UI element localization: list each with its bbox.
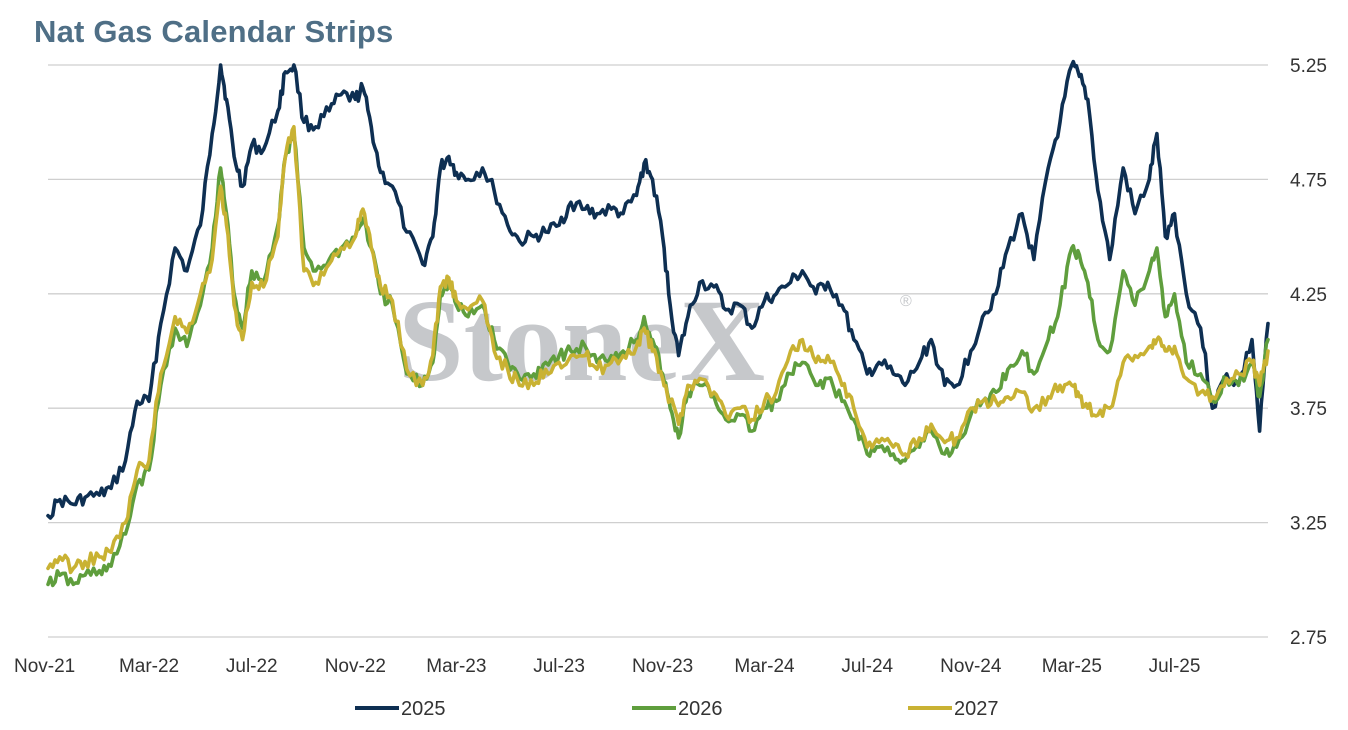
series-lines — [46, 59, 1270, 588]
x-tick-label: Mar-24 — [734, 656, 795, 677]
legend: 2025 2026 2027 — [355, 698, 999, 720]
watermark-registered-mark: ® — [900, 293, 912, 310]
legend-label-2027: 2027 — [954, 698, 999, 720]
x-tick-label: Jul-24 — [841, 656, 893, 677]
x-tick-label: Mar-25 — [1042, 656, 1102, 677]
legend-label-2026: 2026 — [678, 698, 723, 720]
chart-title: Nat Gas Calendar Strips — [34, 14, 394, 49]
y-tick-label: 5.25 — [1290, 56, 1327, 77]
x-tick-label: Jul-25 — [1149, 656, 1201, 677]
series-line-2025 — [46, 59, 1270, 520]
x-tick-label: Nov-21 — [14, 656, 75, 677]
x-tick-label: Nov-22 — [325, 656, 386, 677]
x-tick-label: Jul-22 — [226, 656, 278, 677]
y-tick-label: 4.25 — [1290, 285, 1327, 306]
x-tick-label: Mar-23 — [426, 656, 486, 677]
y-tick-label: 3.75 — [1290, 399, 1327, 420]
y-tick-label: 4.75 — [1290, 170, 1327, 191]
y-tick-label: 3.25 — [1290, 514, 1327, 535]
x-tick-label: Nov-24 — [940, 656, 1002, 677]
gridlines — [48, 64, 1268, 638]
y-axis-ticks: 2.75 3.25 3.75 4.25 4.75 5.25 — [1290, 56, 1327, 649]
series-line-2027 — [46, 125, 1270, 575]
legend-label-2025: 2025 — [401, 698, 446, 720]
x-tick-label: Jul-23 — [533, 656, 585, 677]
x-tick-label: Nov-23 — [632, 656, 693, 677]
x-axis-ticks: Nov-21 Mar-22 Jul-22 Nov-22 Mar-23 Jul-23 Nov-… — [14, 656, 1200, 677]
y-tick-label: 2.75 — [1290, 628, 1327, 649]
x-tick-label: Mar-22 — [119, 656, 179, 677]
